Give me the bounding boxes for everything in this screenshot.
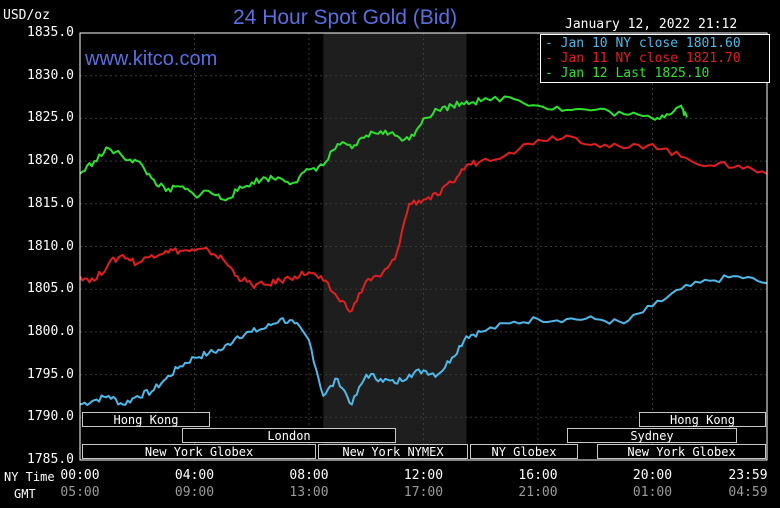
y-tick-label: 1825.0 <box>27 110 74 126</box>
legend-marker: - <box>545 36 561 51</box>
market-new-york-globex-left: New York Globex <box>82 444 316 459</box>
market-hong-kong-right: Hong Kong <box>639 412 766 427</box>
x-tick-ny: 04:00 <box>174 468 215 483</box>
ny-time-label: NY Time <box>4 470 55 484</box>
x-tick-gmt: 17:00 <box>403 485 444 500</box>
series-line-1 <box>79 274 768 406</box>
x-tick-gmt: 04:59 <box>728 485 768 500</box>
x-tick-gmt: 05:00 <box>60 485 100 500</box>
market-hong-kong-left: Hong Kong <box>82 412 210 427</box>
gmt-label: GMT <box>14 487 36 501</box>
x-tick-ny: 20:00 <box>632 468 673 483</box>
plot-frame <box>79 32 768 461</box>
y-tick-label: 1810.0 <box>27 238 74 254</box>
series-line-3 <box>79 95 688 202</box>
legend-label: Jan 12 Last 1825.10 <box>560 66 710 81</box>
y-tick-label: 1805.0 <box>27 281 74 297</box>
y-tick-label: 1790.0 <box>27 409 74 425</box>
series-line-2 <box>79 134 768 313</box>
x-tick-gmt: 01:00 <box>632 485 673 500</box>
chart-timestamp: January 12, 2022 21:12 <box>565 17 738 32</box>
y-tick-label: 1830.0 <box>27 67 74 83</box>
x-tick-ny: 00:00 <box>60 468 100 483</box>
legend-item-jan11: - Jan 11 NY close 1821.70 <box>545 51 741 66</box>
legend: - Jan 10 NY close 1801.60 - Jan 11 NY cl… <box>540 34 770 83</box>
market-sydney: Sydney <box>567 428 737 443</box>
market-ny-globex: NY Globex <box>470 444 578 459</box>
x-tick-ny: 08:00 <box>289 468 329 483</box>
price-lines <box>79 95 768 406</box>
x-tick-ny: 12:00 <box>403 468 444 483</box>
legend-label: Jan 10 NY close 1801.60 <box>560 36 741 51</box>
website-watermark: www.kitco.com <box>85 48 218 70</box>
nymex-session-shade <box>323 33 467 460</box>
x-tick-ny: 16:00 <box>518 468 558 483</box>
y-tick-label: 1800.0 <box>27 323 74 339</box>
market-new-york-nymex: New York NYMEX <box>318 444 468 459</box>
legend-marker: - <box>545 66 561 81</box>
x-tick-gmt: 21:00 <box>518 485 558 500</box>
y-unit-label: USD/oz <box>3 8 50 23</box>
x-tick-gmt: 13:00 <box>289 485 329 500</box>
y-tick-label: 1785.0 <box>27 452 74 467</box>
x-tick-ny: 23:59 <box>728 468 768 483</box>
legend-label: Jan 11 NY close 1821.70 <box>560 51 741 66</box>
legend-marker: - <box>545 51 561 66</box>
y-tick-label: 1820.0 <box>27 153 74 169</box>
legend-item-jan10: - Jan 10 NY close 1801.60 <box>545 36 741 51</box>
legend-item-jan12: - Jan 12 Last 1825.10 <box>545 66 709 81</box>
market-london: London <box>182 428 396 443</box>
x-tick-gmt: 09:00 <box>174 485 215 500</box>
chart-title: 24 Hour Spot Gold (Bid) <box>233 6 458 29</box>
y-tick-label: 1835.0 <box>27 25 74 40</box>
market-new-york-globex-right: New York Globex <box>597 444 766 459</box>
y-tick-label: 1815.0 <box>27 195 74 211</box>
y-tick-label: 1795.0 <box>27 366 74 382</box>
